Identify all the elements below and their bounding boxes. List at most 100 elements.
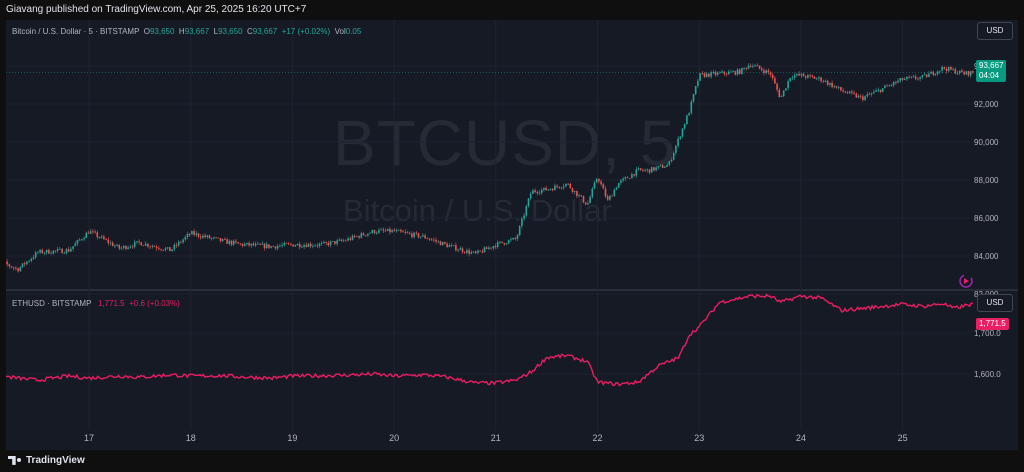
candle-body [470, 252, 473, 254]
candle-body [191, 231, 193, 235]
candle-body [67, 249, 70, 252]
candle-body [481, 251, 484, 253]
candle-body [888, 85, 891, 87]
candle-body [534, 190, 536, 192]
candle-body [941, 66, 943, 71]
candle-body [767, 70, 770, 73]
candle-body [576, 190, 578, 197]
eth-y-tick-label: 1,600.0 [974, 370, 1001, 379]
candle-body [870, 93, 873, 95]
candle-body [703, 73, 706, 77]
candle-body [672, 152, 675, 160]
candle-body [501, 241, 503, 244]
candle-body [349, 238, 352, 240]
candle-body [160, 249, 162, 250]
candle-body [582, 196, 585, 203]
watermark-symbol: BTCUSD, 5 [333, 107, 677, 179]
candle-body [686, 115, 688, 125]
candle-body [19, 267, 22, 272]
candle-body [657, 165, 660, 168]
btc-currency-button[interactable]: USD [977, 22, 1013, 40]
btc-y-tick-label: 84,000 [974, 252, 999, 261]
candle-body [732, 71, 734, 72]
candle-body [336, 240, 338, 244]
candle-body [353, 235, 356, 237]
published-text: Giavang published on TradingView.com, Ap… [6, 4, 307, 15]
candle-body [939, 70, 941, 72]
candle-body [661, 165, 664, 168]
candle-body [646, 169, 649, 171]
candle-body [241, 243, 244, 246]
candle-body [45, 249, 48, 253]
candle-body [714, 72, 717, 75]
candle-body [609, 195, 611, 200]
eth-currency-button[interactable]: USD [977, 294, 1013, 312]
candle-body [314, 245, 316, 247]
candle-body [149, 246, 151, 248]
candle-body [380, 229, 382, 231]
candle-body [400, 229, 402, 232]
x-tick-label: 20 [389, 433, 399, 443]
candle-body [840, 87, 842, 91]
alert-icon[interactable] [958, 273, 974, 289]
chart-area[interactable]: BTCUSD, 5 Bitcoin / U.S. Dollar 17 18 19 20… [6, 20, 1018, 450]
candle-body [536, 191, 539, 193]
candle-body [61, 248, 63, 254]
candle-body [701, 73, 704, 74]
candle-body [782, 90, 785, 97]
candle-body [943, 66, 946, 69]
candle-body [763, 70, 765, 73]
candle-body [560, 187, 563, 189]
candle-body [631, 174, 633, 179]
candle-body [820, 77, 822, 82]
candle-body [369, 232, 371, 234]
candle-body [162, 249, 165, 251]
candle-body [824, 80, 827, 82]
candle-body [63, 253, 66, 254]
candle-body [833, 86, 836, 88]
candle-body [730, 71, 732, 73]
candle-body [114, 245, 116, 247]
candle-body [441, 242, 444, 246]
candle-body [8, 264, 11, 267]
candle-body [455, 245, 457, 251]
candle-body [217, 237, 220, 239]
candle-body [868, 94, 871, 96]
candle-body [39, 249, 41, 253]
tradingview-logo-text: TradingView [26, 455, 85, 466]
candle-body [175, 244, 178, 246]
candle-body [43, 252, 46, 254]
candle-body [741, 67, 743, 75]
candle-body [177, 241, 180, 246]
candle-body [461, 248, 464, 252]
candle-body [389, 228, 391, 233]
candle-body [697, 80, 699, 87]
candle-body [961, 70, 963, 73]
candle-body [760, 68, 763, 71]
candle-body [122, 245, 125, 248]
candle-body [538, 192, 541, 194]
candle-body [393, 230, 396, 232]
btc-price-tag-value: 93,667 [979, 61, 1004, 70]
candle-body [173, 244, 176, 250]
candle-body [584, 202, 587, 205]
candle-body [804, 76, 807, 78]
candle-body [758, 65, 761, 69]
candle-body [545, 187, 547, 191]
candle-body [598, 179, 600, 182]
price-chart[interactable]: 17181920212223242594,00092,00090,00088,0… [6, 20, 1018, 450]
candle-body [754, 65, 756, 67]
candle-body [846, 92, 849, 94]
candle-body [397, 229, 400, 231]
candle-body [637, 168, 640, 170]
candle-body [334, 241, 336, 244]
candle-body [789, 77, 792, 82]
candle-body [747, 65, 750, 69]
candle-body [532, 190, 534, 194]
btc-legend: Bitcoin / U.S. Dollar · 5 · BITSTAMP O93… [12, 27, 362, 36]
candle-body [512, 237, 514, 240]
candle-body [521, 218, 523, 227]
candle-body [411, 233, 413, 237]
candle-body [908, 76, 910, 78]
candle-body [496, 242, 499, 248]
